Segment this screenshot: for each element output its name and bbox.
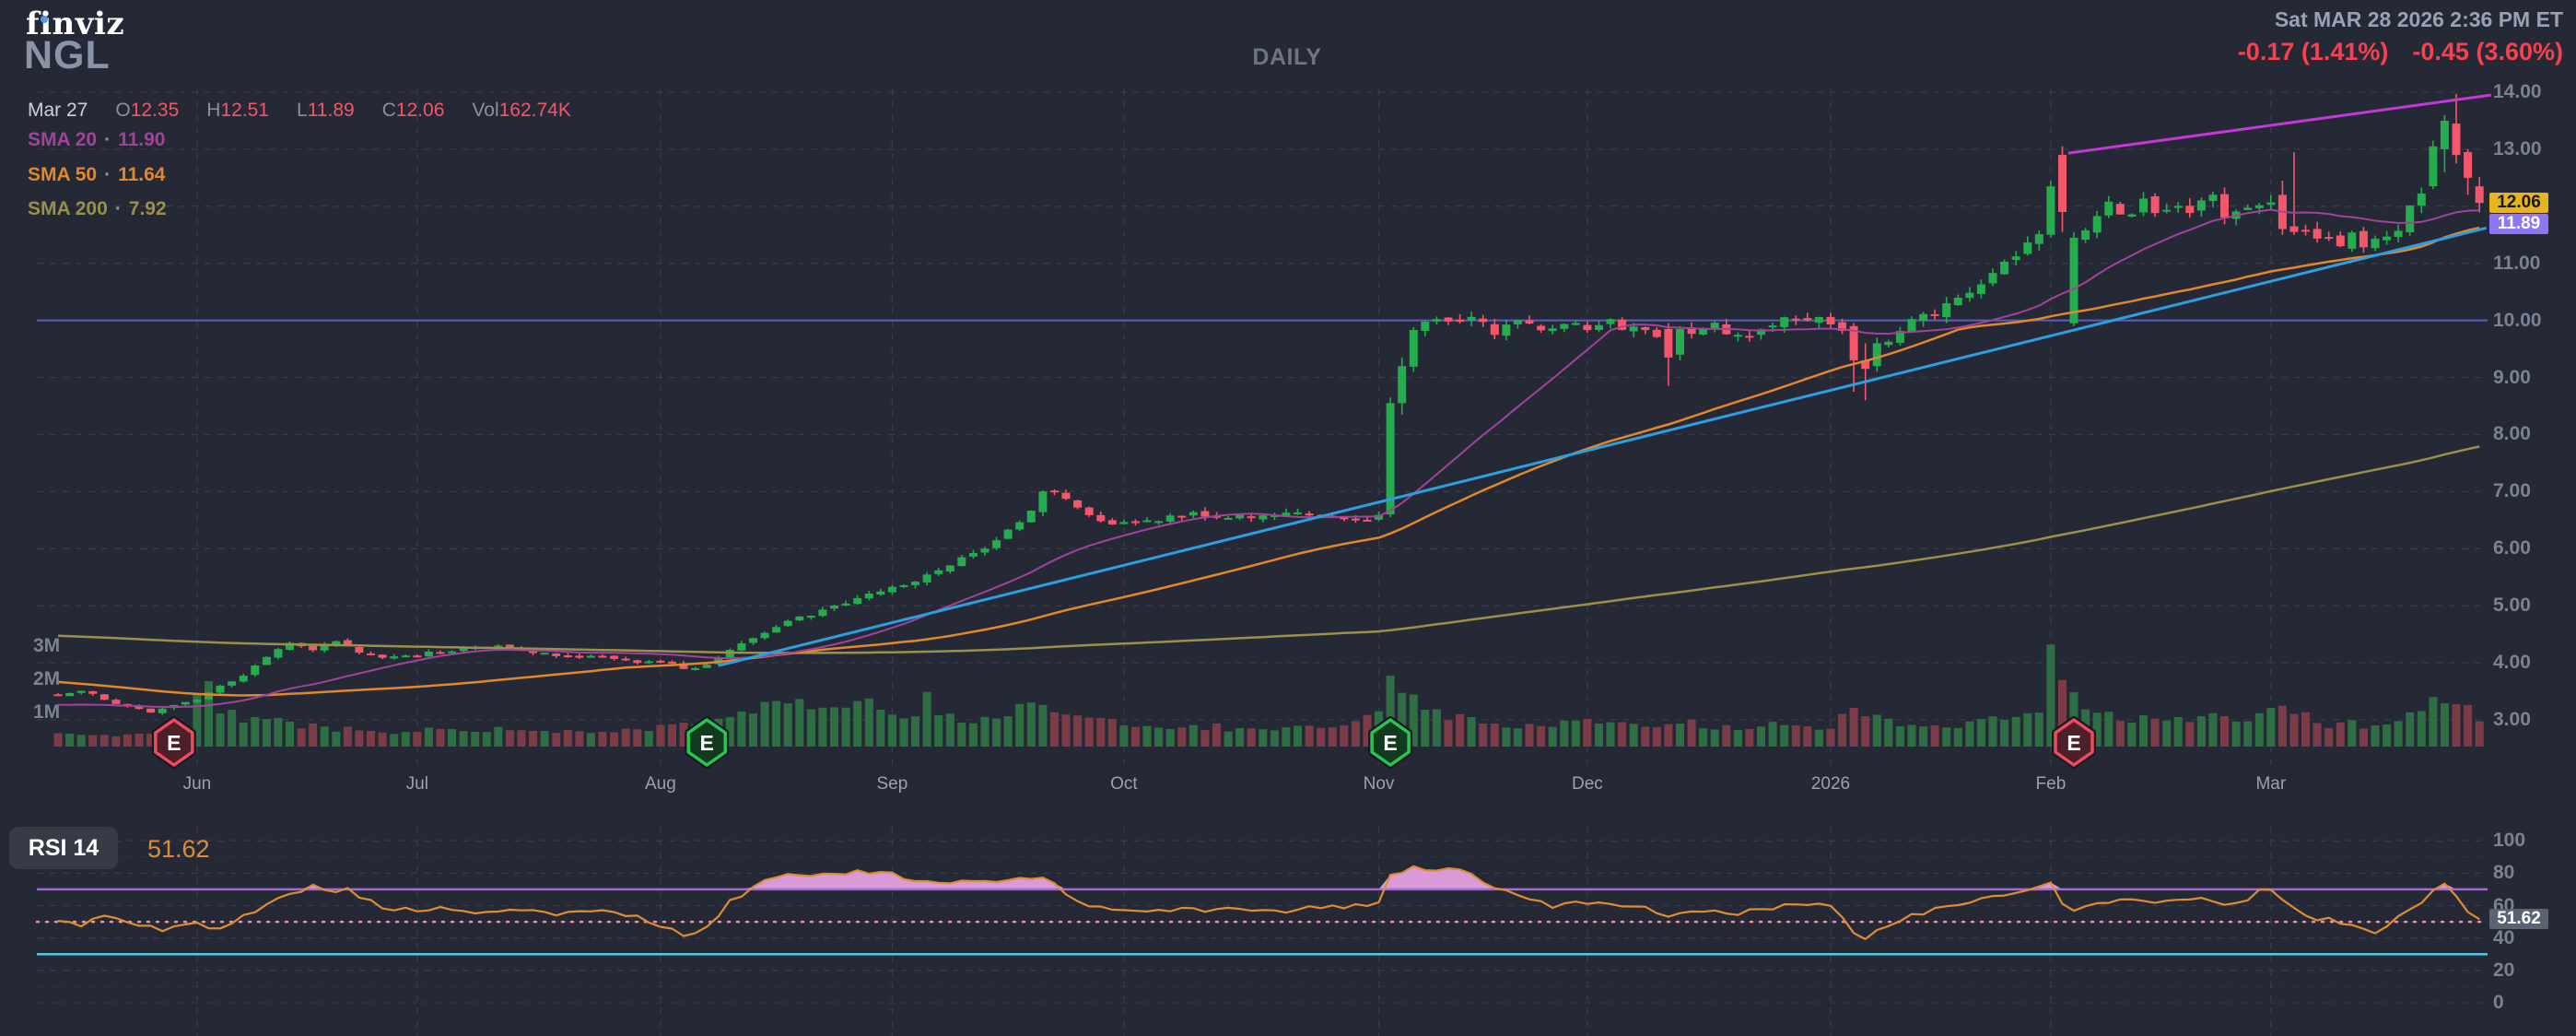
price-axis-tick: 11.00 [2493,252,2541,274]
earnings-badge[interactable]: E [685,716,730,769]
price-axis-tick: 9.00 [2493,366,2531,388]
price-axis-tick: 6.00 [2493,537,2531,559]
change-afterhours: -0.45 (3.60%) [2412,38,2563,65]
month-label: Dec [1571,774,1603,794]
volume-axis-tick: 3M [33,635,61,656]
rsi-indicator-label[interactable]: RSI 14 [9,827,118,869]
change-day: -0.17 (1.41%) [2237,38,2389,65]
quote-date: Mar 27 [28,100,88,121]
earnings-badge[interactable]: E [2052,716,2096,769]
rsi-value-badge: 51.62 [2489,909,2548,930]
month-label: Aug [644,774,676,794]
earnings-badge[interactable]: E [151,716,196,769]
afterhours-price-badge: 11.89 [2489,214,2548,235]
svg-text:E: E [2067,731,2080,755]
svg-text:E: E [1383,731,1397,755]
price-axis-tick: 7.00 [2493,480,2531,502]
earnings-badge[interactable]: E [1368,716,1413,769]
month-label: Sep [876,774,908,794]
price-axis-tick: 4.00 [2493,652,2531,674]
sma200-label: SMA 200 [28,198,108,219]
rsi-axis-tick: 100 [2493,830,2526,852]
quote-open: O12.35 [115,100,180,121]
volume-axis-tick: 1M [33,701,61,723]
rsi-axis-tick: 80 [2493,862,2515,884]
sma20-legend: SMA 20 · 11.90 [28,129,166,150]
close-price-badge: 12.06 [2489,193,2548,214]
month-label: Jul [405,774,428,794]
month-label: Mar [2255,774,2287,794]
price-axis-tick: 10.00 [2493,309,2542,331]
quote-close: C12.06 [381,100,445,121]
ticker-symbol: NGL [24,33,111,77]
month-label: Nov [1363,774,1395,794]
sma50-value: 11.64 [118,164,166,185]
finviz-logo[interactable]: finviz [26,6,124,44]
price-axis-tick: 5.00 [2493,595,2531,617]
header-right: Sat MAR 28 2026 2:36 PM ET -0.17 (1.41%)… [2238,7,2563,66]
quote-volume: Vol162.74K [472,100,571,121]
sma200-legend: SMA 200 · 7.92 [28,198,167,219]
sma50-legend: SMA 50 · 11.64 [28,164,166,185]
month-label: Jun [182,774,212,794]
timeframe-label: DAILY [1252,44,1322,70]
rsi-axis-tick: 20 [2493,959,2515,981]
price-axis-tick: 8.00 [2493,423,2531,445]
sma50-label: SMA 50 [28,164,98,185]
month-label: Oct [1110,774,1138,794]
svg-text:E: E [167,731,181,755]
volume-axis-tick: 2M [33,668,61,689]
price-axis-tick: 14.00 [2493,81,2542,102]
month-label: Feb [2035,774,2067,794]
finviz-logo-text: finviz [26,6,125,42]
sma20-label: SMA 20 [28,129,98,150]
rsi-current-value: 51.62 [147,835,210,863]
price-changes: -0.17 (1.41%) -0.45 (3.60%) [2238,38,2563,66]
sma20-value: 11.90 [118,129,166,150]
quote-low: L11.89 [297,100,355,121]
rsi-axis-tick: 40 [2493,926,2515,948]
quote-high: H12.51 [206,100,269,121]
rsi-axis-tick: 0 [2493,992,2504,1013]
logo-dot-icon [41,16,48,23]
sma200-value: 7.92 [128,198,167,219]
svg-text:E: E [700,731,714,755]
price-axis-tick: 3.00 [2493,709,2531,730]
datetime-label: Sat MAR 28 2026 2:36 PM ET [2274,7,2563,31]
quote-row: Mar 27 O12.35 H12.51 L11.89 C12.06 Vol16… [28,100,571,122]
price-axis-tick: 13.00 [2493,137,2542,159]
month-label: 2026 [1810,774,1851,794]
